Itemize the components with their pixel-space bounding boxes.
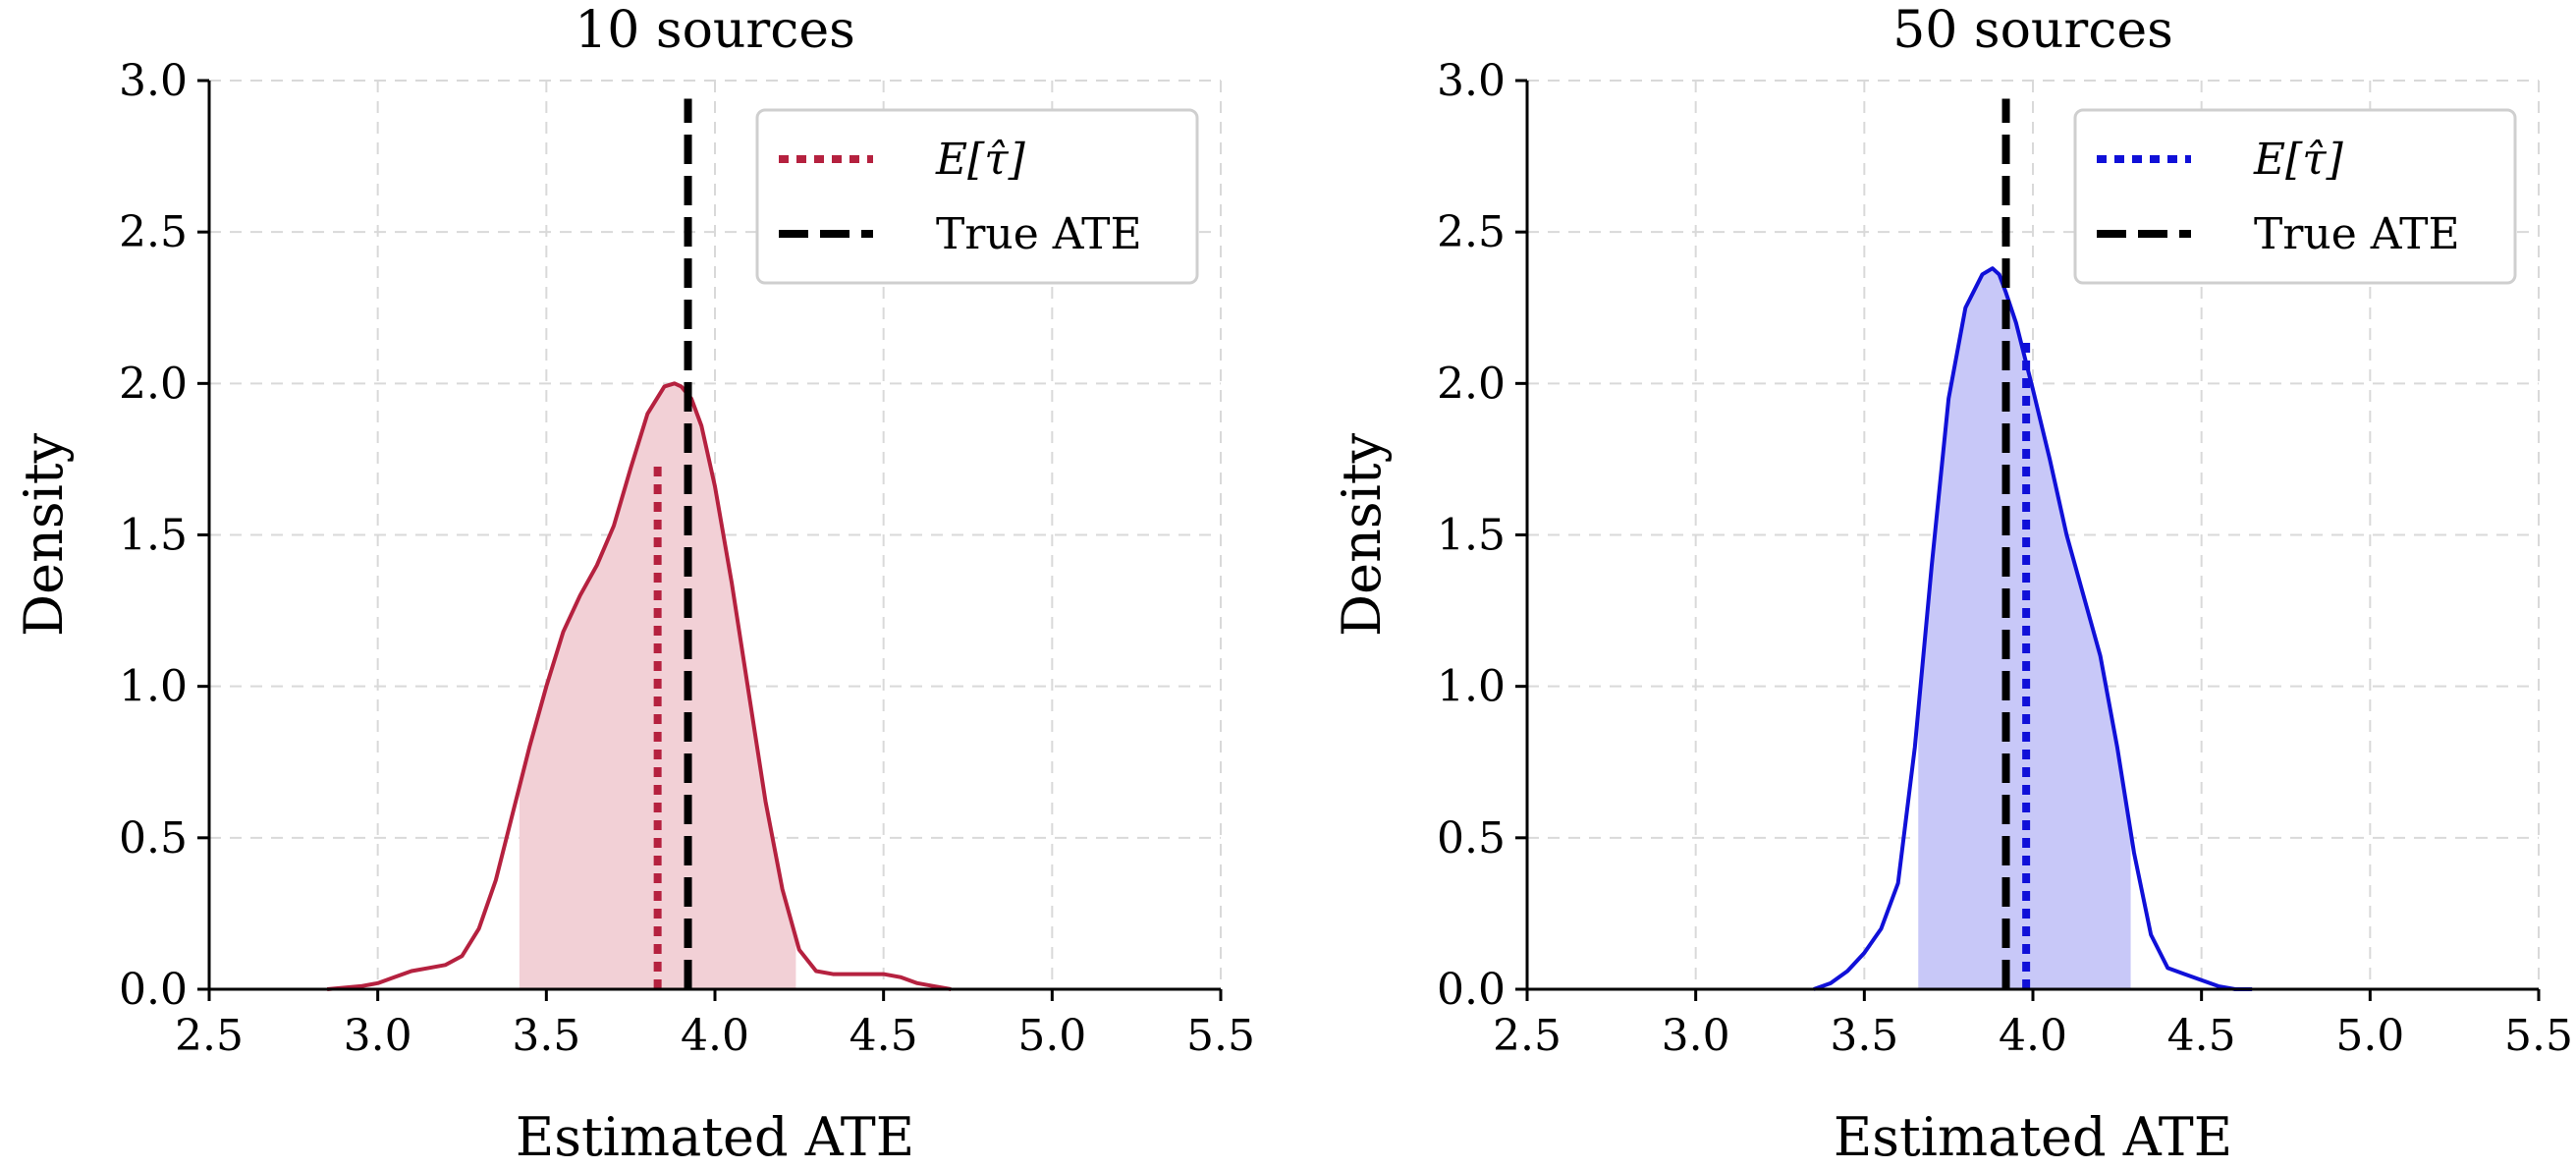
y-axis-label: Density: [1331, 432, 1393, 637]
x-axis-label: Estimated ATE: [516, 1106, 914, 1168]
y-tick-label: 1.5: [119, 511, 188, 561]
y-tick-label: 0.5: [1437, 813, 1506, 864]
density-curve: [326, 381, 952, 991]
chart-panel-2: 2.5 3.0 3.5 4.0 4.5 5.0 5.5 0.0 0.5 1.0 1.5 2.0 2.5 3…: [1331, 1, 2573, 1168]
y-tick-label: 3.0: [1437, 56, 1506, 106]
legend-true-label: True ATE: [936, 209, 1142, 259]
y-tick-label: 1.0: [119, 662, 188, 712]
y-tick-label: 0.5: [119, 813, 188, 864]
chart-panel-1: 2.5 3.0 3.5 4.0 4.5 5.0 5.5 0.0 0.5 1.0 1.5 2.0 2.5 3…: [13, 1, 1255, 1168]
y-tick-label: 2.5: [119, 207, 188, 257]
x-tick-label: 4.5: [2167, 1011, 2236, 1061]
x-tick-label: 4.0: [1999, 1011, 2067, 1061]
x-tick-label: 3.5: [512, 1011, 580, 1061]
y-tick-label: 1.5: [1437, 511, 1506, 561]
x-tick-label: 3.0: [1662, 1011, 1730, 1061]
x-tick-label: 2.5: [1493, 1011, 1562, 1061]
legend-mean-label: E[τ̂]: [2253, 135, 2344, 185]
legend-true-label: True ATE: [2254, 209, 2460, 259]
chart-title: 50 sources: [1892, 1, 2173, 60]
y-tick-label: 1.0: [1437, 662, 1506, 712]
y-axis-label: Density: [13, 432, 75, 637]
x-tick-label: 5.0: [2335, 1011, 2404, 1061]
density-curve: [1813, 266, 2253, 991]
y-tick-label: 0.0: [1437, 965, 1506, 1015]
legend-box: [2073, 108, 2517, 285]
legend: E[τ̂] True ATE: [755, 108, 1199, 285]
x-tick-label: 3.5: [1830, 1011, 1898, 1061]
y-tick-label: 2.0: [1437, 359, 1506, 409]
x-tick-label: 2.5: [175, 1011, 244, 1061]
legend: E[τ̂] True ATE: [2073, 108, 2517, 285]
y-tick-label: 0.0: [119, 965, 188, 1015]
x-tick-label: 4.5: [850, 1011, 918, 1061]
legend-box: [755, 108, 1199, 285]
x-tick-label: 4.0: [681, 1011, 749, 1061]
legend-mean-label: E[τ̂]: [935, 135, 1026, 185]
x-tick-label: 5.0: [1017, 1011, 1086, 1061]
chart-title: 10 sources: [575, 1, 855, 60]
x-tick-label: 3.0: [344, 1011, 412, 1061]
y-tick-label: 2.5: [1437, 207, 1506, 257]
y-tick-label: 2.0: [119, 359, 188, 409]
y-tick-label: 3.0: [119, 56, 188, 106]
x-axis-label: Estimated ATE: [1834, 1106, 2232, 1168]
x-tick-label: 5.5: [1186, 1011, 1255, 1061]
x-tick-label: 5.5: [2504, 1011, 2573, 1061]
